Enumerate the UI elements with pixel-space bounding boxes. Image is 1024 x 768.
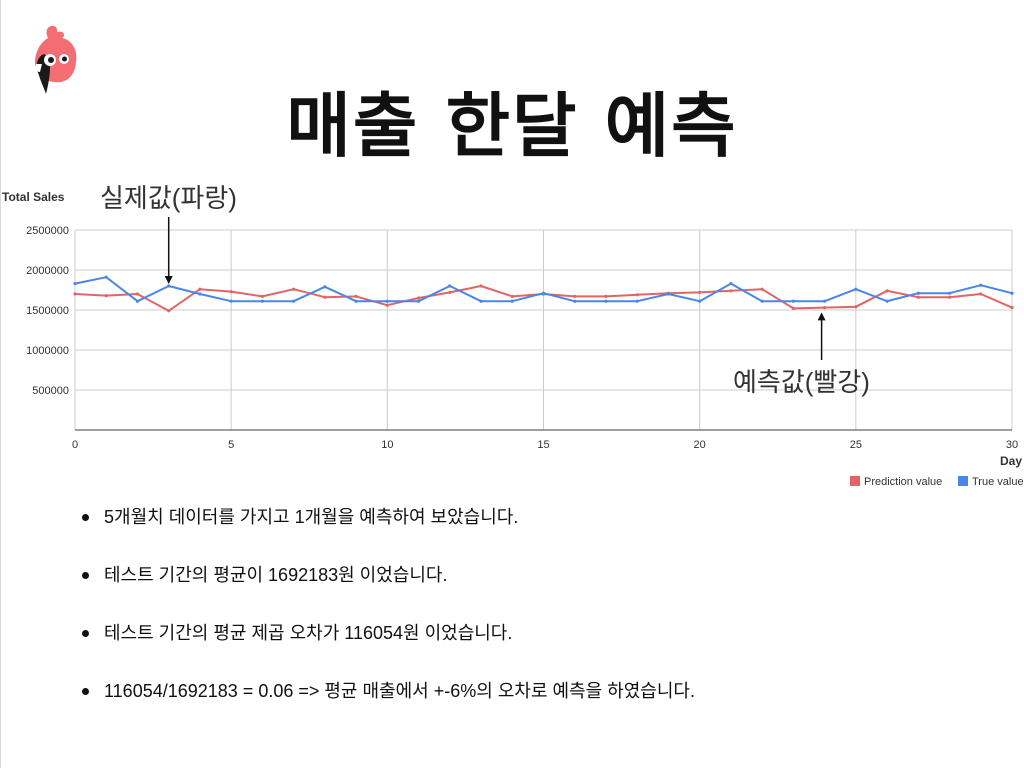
annotation-arrowhead-prediction (817, 312, 826, 321)
data-point (229, 290, 233, 294)
y-tick-label: 2000000 (26, 265, 69, 277)
data-point (198, 287, 202, 291)
data-point (791, 299, 795, 303)
data-point (167, 309, 171, 313)
x-tick-label: 0 (72, 439, 78, 451)
annotation-true-value: 실제값(파랑) (100, 183, 237, 213)
data-point (947, 291, 952, 295)
flamingo-logo-icon (34, 25, 77, 94)
data-point (947, 295, 952, 299)
data-point (666, 292, 671, 296)
legend-swatch (850, 476, 860, 486)
bullet-item: 테스트 기간의 평균이 1692183원 이었습니다. (80, 558, 695, 616)
y-axis-label: Total Sales (2, 190, 65, 204)
data-point (416, 296, 421, 300)
data-point (135, 299, 140, 303)
data-point (760, 299, 764, 303)
bullet-list: 5개월치 데이터를 가지고 1개월을 예측하여 보았습니다. 테스트 기간의 평… (80, 500, 695, 732)
data-point (729, 282, 733, 286)
legend-label: True value (972, 476, 1024, 488)
x-tick-label: 5 (228, 439, 234, 451)
data-point (354, 299, 358, 303)
data-point (916, 291, 920, 295)
data-point (916, 295, 920, 299)
data-point (510, 299, 514, 303)
data-point (698, 299, 702, 303)
data-point (979, 292, 983, 296)
y-tick-label: 1500000 (26, 305, 69, 317)
data-point (448, 290, 452, 294)
data-point (479, 284, 483, 288)
x-axis-label: Day (1000, 454, 1022, 468)
data-point (854, 305, 858, 309)
data-point (104, 275, 108, 279)
x-tick-label: 30 (1006, 439, 1018, 451)
annotation-prediction-value: 예측값(빨강) (733, 367, 870, 397)
data-point (604, 294, 608, 298)
data-point (448, 284, 452, 288)
data-point (635, 299, 639, 303)
sales-line-chart: 500000 1000000 1500000 2000000 2500000 0 5 10 15… (2, 183, 1024, 488)
data-point (135, 292, 140, 296)
x-tick-label: 20 (694, 439, 706, 451)
data-point (1010, 291, 1014, 295)
bullet-item: 5개월치 데이터를 가지고 1개월을 예측하여 보았습니다. (80, 500, 695, 558)
data-point (385, 303, 389, 307)
data-point (354, 294, 358, 298)
y-tick-label: 500000 (32, 385, 69, 397)
data-point (73, 292, 77, 296)
data-point (167, 284, 171, 288)
data-point (104, 294, 108, 298)
data-point (323, 285, 327, 289)
data-point (854, 287, 858, 291)
data-point (823, 306, 827, 310)
data-point (729, 289, 733, 293)
data-point (292, 299, 296, 303)
x-tick-label: 15 (537, 439, 549, 451)
data-point (541, 291, 546, 295)
data-point (479, 299, 483, 303)
data-point (698, 290, 702, 294)
x-tick-label: 10 (381, 439, 393, 451)
data-point (979, 283, 983, 287)
y-tick-label: 1000000 (26, 345, 69, 357)
page-left-border (0, 0, 1, 768)
data-point (260, 294, 264, 298)
data-point (760, 287, 764, 291)
data-point (260, 299, 264, 303)
data-point (604, 299, 608, 303)
annotation-arrowhead-true (164, 276, 173, 284)
data-point (385, 299, 389, 303)
y-tick-label: 2500000 (26, 225, 69, 237)
bullet-item: 테스트 기간의 평균 제곱 오차가 116054원 이었습니다. (80, 616, 695, 674)
data-point (573, 294, 577, 298)
data-point (229, 299, 233, 303)
data-point (73, 282, 77, 286)
data-point (635, 293, 639, 297)
data-point (885, 299, 889, 303)
data-point (1010, 306, 1014, 310)
data-point (885, 289, 889, 293)
legend-label: Prediction value (864, 476, 942, 488)
slide-title: 매출 한달 예측 (286, 85, 738, 167)
data-point (198, 292, 202, 296)
data-point (416, 299, 421, 303)
data-point (573, 299, 577, 303)
data-point (292, 287, 296, 291)
x-tick-label: 25 (850, 439, 862, 451)
data-point (823, 299, 827, 303)
data-point (323, 295, 327, 299)
bullet-item: 116054/1692183 = 0.06 => 평균 매출에서 +-6%의 오… (80, 674, 695, 732)
legend-swatch (958, 476, 968, 486)
data-point (791, 306, 795, 310)
data-point (510, 294, 514, 298)
